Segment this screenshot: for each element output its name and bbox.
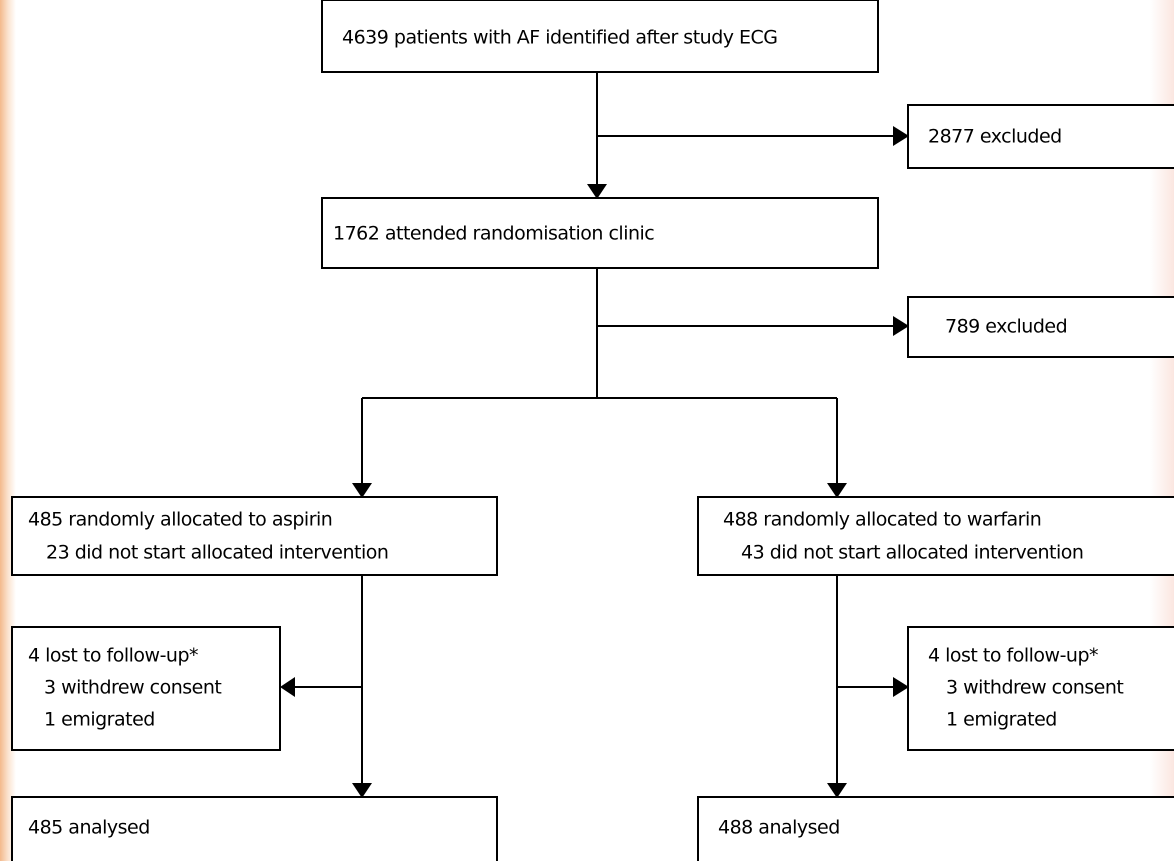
node-text: 485 analysed [28,817,150,839]
arrow-head [893,126,909,146]
arrow-head [893,677,909,697]
node-text: 4 lost to follow-up* [928,645,1098,667]
node-box [321,0,879,73]
node-text: 485 randomly allocated to aspirin [28,509,332,531]
arrow-head [352,483,372,498]
node-text: 23 did not start allocated intervention [46,542,388,564]
arrow-head [893,316,909,336]
node-text: 488 analysed [718,817,840,839]
node-text: 1 emigrated [44,709,155,731]
node-box [11,626,281,751]
arrow-head [827,483,847,498]
node-box [907,104,1174,169]
node-text: 2877 excluded [928,126,1062,148]
node-text: 3 withdrew consent [44,677,221,699]
node-text: 43 did not start allocated intervention [741,542,1083,564]
node-text: 488 randomly allocated to warfarin [723,509,1041,531]
node-box [697,796,1174,861]
node-box [697,496,1174,576]
arrow-head [587,184,607,199]
node-box [11,496,498,576]
node-box [907,626,1174,751]
boxes: 4639 patients with AF identified after s… [11,0,1174,861]
node-box [11,796,498,861]
connectors [280,72,909,798]
node-text: 4 lost to follow-up* [28,645,198,667]
node-text: 789 excluded [945,316,1067,338]
node-text: 1 emigrated [946,709,1057,731]
node-text: 3 withdrew consent [946,677,1123,699]
node-box [321,197,879,269]
node-text: 1762 attended randomisation clinic [333,223,654,245]
arrow-head [827,783,847,798]
arrow-head [280,677,295,697]
node-text: 4639 patients with AF identified after s… [342,27,778,49]
node-box [907,296,1174,358]
arrow-head [352,783,372,798]
